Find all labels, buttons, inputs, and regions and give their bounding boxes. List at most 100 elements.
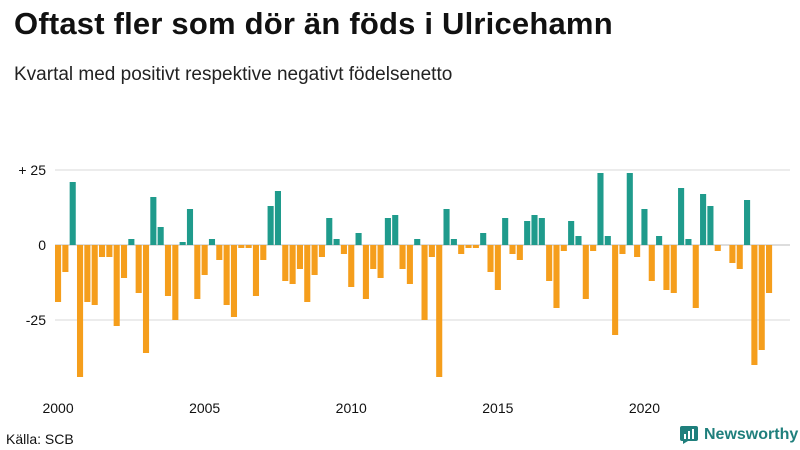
bar-negative bbox=[113, 245, 120, 326]
bar-negative bbox=[516, 245, 523, 260]
bar-positive bbox=[157, 227, 164, 245]
newsworthy-logo: Newsworthy bbox=[680, 426, 798, 444]
bar-negative bbox=[487, 245, 494, 272]
bar-positive bbox=[575, 236, 582, 245]
bar-negative bbox=[282, 245, 289, 281]
bar-negative bbox=[634, 245, 641, 257]
bar-negative bbox=[370, 245, 377, 269]
bar-negative bbox=[362, 245, 369, 299]
bar-positive bbox=[678, 188, 685, 245]
bar-positive bbox=[414, 239, 421, 245]
bar-positive bbox=[744, 200, 751, 245]
bar-positive bbox=[450, 239, 457, 245]
bar-positive bbox=[604, 236, 611, 245]
bar-positive bbox=[524, 221, 531, 245]
bar-negative bbox=[458, 245, 465, 254]
bar-negative bbox=[304, 245, 311, 302]
bar-negative bbox=[692, 245, 699, 308]
bar-negative bbox=[223, 245, 230, 305]
bar-negative bbox=[348, 245, 355, 287]
bar-negative bbox=[260, 245, 267, 260]
bar-negative bbox=[436, 245, 443, 377]
bar-negative bbox=[465, 245, 472, 248]
bar-negative bbox=[98, 245, 106, 257]
bar-negative bbox=[560, 245, 567, 251]
bar-negative bbox=[406, 245, 413, 284]
y-tick-label: 0 bbox=[38, 237, 46, 253]
bar-negative bbox=[245, 245, 252, 248]
bar-positive bbox=[179, 242, 186, 245]
bar-negative bbox=[399, 245, 406, 269]
bar-positive bbox=[69, 182, 76, 245]
bar-negative bbox=[590, 245, 597, 251]
x-tick-label: 2000 bbox=[42, 400, 73, 416]
bar-positive bbox=[685, 239, 692, 245]
bar-positive bbox=[326, 218, 333, 245]
newsworthy-chart-icon bbox=[680, 426, 698, 444]
bar-negative bbox=[729, 245, 736, 263]
bar-negative bbox=[340, 245, 347, 254]
bar-positive bbox=[707, 206, 714, 245]
x-tick-label: 2010 bbox=[336, 400, 367, 416]
bar-negative bbox=[230, 245, 238, 317]
bar-negative bbox=[120, 245, 128, 278]
bar-negative bbox=[648, 245, 655, 281]
bar-negative bbox=[421, 245, 428, 320]
bar-negative bbox=[509, 245, 516, 254]
bar-negative bbox=[172, 245, 179, 320]
bar-negative bbox=[164, 245, 172, 296]
bar-negative bbox=[216, 245, 223, 260]
bar-negative bbox=[670, 245, 677, 293]
bar-positive bbox=[274, 191, 281, 245]
bar-positive bbox=[186, 209, 194, 245]
bar-negative bbox=[91, 245, 98, 305]
bar-negative bbox=[194, 245, 201, 299]
bar-negative bbox=[201, 245, 208, 275]
bar-negative bbox=[135, 245, 142, 293]
bar-positive bbox=[355, 233, 362, 245]
bar-positive bbox=[443, 209, 450, 245]
bar-negative bbox=[714, 245, 721, 251]
bar-negative bbox=[252, 245, 260, 296]
bar-positive bbox=[568, 221, 575, 245]
bar-positive bbox=[208, 239, 216, 245]
bar-positive bbox=[641, 209, 648, 245]
bar-negative bbox=[758, 245, 765, 350]
bar-negative bbox=[751, 245, 758, 365]
chart-subtitle: Kvartal med positivt respektive negativt… bbox=[14, 64, 453, 85]
bar-negative bbox=[296, 245, 303, 269]
bar-positive bbox=[480, 233, 487, 245]
bar-negative bbox=[318, 245, 325, 257]
bar-negative bbox=[428, 245, 435, 257]
bar-positive bbox=[597, 173, 604, 245]
bar-negative bbox=[62, 245, 69, 272]
bar-negative bbox=[582, 245, 589, 299]
source-note: Källa: SCB bbox=[6, 431, 74, 447]
bar-negative bbox=[546, 245, 553, 281]
bar-negative bbox=[619, 245, 626, 254]
bar-positive bbox=[267, 206, 274, 245]
x-tick-label: 2005 bbox=[189, 400, 220, 416]
bar-positive bbox=[384, 218, 391, 245]
bar-positive bbox=[150, 197, 157, 245]
bar-positive bbox=[626, 173, 633, 245]
bar-positive bbox=[333, 239, 340, 245]
bar-negative bbox=[311, 245, 318, 275]
bar-negative bbox=[377, 245, 384, 278]
bar-positive bbox=[531, 215, 538, 245]
bar-negative bbox=[84, 245, 91, 302]
chart-title: Oftast fler som dör än föds i Ulricehamn bbox=[14, 6, 613, 41]
bar-negative bbox=[472, 245, 479, 248]
bar-negative bbox=[238, 245, 245, 248]
bar-negative bbox=[76, 245, 84, 377]
bar-positive bbox=[128, 239, 135, 245]
bar-negative bbox=[106, 245, 113, 257]
x-tick-label: 2020 bbox=[629, 400, 660, 416]
bar-negative bbox=[142, 245, 150, 353]
bar-positive bbox=[656, 236, 663, 245]
bar-positive bbox=[502, 218, 509, 245]
bar-negative bbox=[766, 245, 773, 293]
brand-name: Newsworthy bbox=[704, 426, 799, 443]
bar-positive bbox=[700, 194, 707, 245]
